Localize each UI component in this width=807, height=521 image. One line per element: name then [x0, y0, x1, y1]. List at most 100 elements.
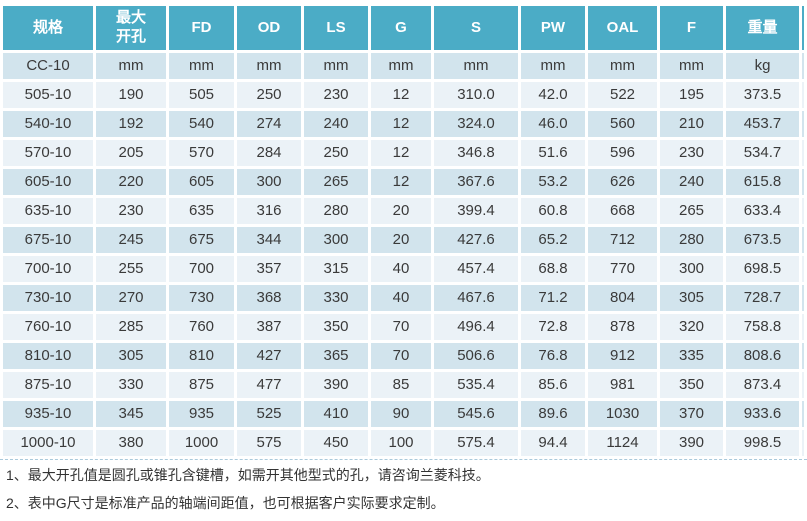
table-cell: 12 — [371, 169, 431, 195]
table-cell: 712 — [588, 227, 657, 253]
table-row: 760-10 285 760 387 350 70 496.4 72.8 878 320 758.8 — [3, 314, 804, 340]
table-cell: 270 — [96, 285, 166, 311]
table-cell: 380 — [96, 430, 166, 456]
table-cell: 390 — [304, 372, 368, 398]
table-cell: 230 — [96, 198, 166, 224]
table-cell: 635 — [169, 198, 234, 224]
table-cell: 570-10 — [3, 140, 93, 166]
table-cell: 450 — [304, 430, 368, 456]
table-cell: 467.6 — [434, 285, 518, 311]
table-cell: 265 — [660, 198, 723, 224]
table-cell: 534.7 — [726, 140, 799, 166]
table-cell: 315 — [304, 256, 368, 282]
table-cell: mm — [521, 53, 585, 79]
table-cell: 668 — [588, 198, 657, 224]
table-cell: 51.6 — [521, 140, 585, 166]
table-cell: 300 — [304, 227, 368, 253]
table-cell: 346.8 — [434, 140, 518, 166]
table-cell: 368 — [237, 285, 301, 311]
table-right-edge-sliver — [802, 372, 804, 398]
table-cell: 100 — [371, 430, 431, 456]
table-cell: 230 — [304, 82, 368, 108]
table-body: CC-10 mm mm mm mm mm mm mm mm mm kg 505-10 190 505 250… — [3, 53, 804, 456]
column-header-7: PW — [521, 6, 585, 50]
table-right-edge-sliver — [802, 140, 804, 166]
table-cell: 635-10 — [3, 198, 93, 224]
table-cell: 981 — [588, 372, 657, 398]
table-cell: 935-10 — [3, 401, 93, 427]
table-cell: 673.5 — [726, 227, 799, 253]
table-cell: 698.5 — [726, 256, 799, 282]
table-cell: 68.8 — [521, 256, 585, 282]
table-cell: 453.7 — [726, 111, 799, 137]
table-cell: 933.6 — [726, 401, 799, 427]
table-cell: 265 — [304, 169, 368, 195]
table-cell: 94.4 — [521, 430, 585, 456]
table-cell: 46.0 — [521, 111, 585, 137]
table-cell: 575.4 — [434, 430, 518, 456]
table-cell: 535.4 — [434, 372, 518, 398]
table-cell: 190 — [96, 82, 166, 108]
table-cell: 280 — [304, 198, 368, 224]
table-cell: mm — [660, 53, 723, 79]
table-cell: 284 — [237, 140, 301, 166]
table-cell: 205 — [96, 140, 166, 166]
table-cell: 873.4 — [726, 372, 799, 398]
table-cell: 210 — [660, 111, 723, 137]
table-cell: 53.2 — [521, 169, 585, 195]
table-cell: 505-10 — [3, 82, 93, 108]
table-cell: 427.6 — [434, 227, 518, 253]
footnote-1: 1、最大开孔值是圆孔或锥孔含键槽，如需开其他型式的孔，请咨询兰菱科技。 — [6, 467, 490, 483]
table-right-edge-sliver — [802, 111, 804, 137]
table-cell: 615.8 — [726, 169, 799, 195]
table-cell: 285 — [96, 314, 166, 340]
table-cell: 1030 — [588, 401, 657, 427]
table-cell: 42.0 — [521, 82, 585, 108]
table-cell: 700 — [169, 256, 234, 282]
column-header-2: FD — [169, 6, 234, 50]
table-cell: 250 — [237, 82, 301, 108]
table-cell: 70 — [371, 343, 431, 369]
table-cell: 335 — [660, 343, 723, 369]
table-cell: 72.8 — [521, 314, 585, 340]
table-cell: 700-10 — [3, 256, 93, 282]
table-cell: 675-10 — [3, 227, 93, 253]
table-cell: 810 — [169, 343, 234, 369]
table-cell: 70 — [371, 314, 431, 340]
table-row: 730-10 270 730 368 330 40 467.6 71.2 804 305 728.7 — [3, 285, 804, 311]
column-header-1: 最大 开孔 — [96, 6, 166, 50]
table-cell: 195 — [660, 82, 723, 108]
table-cell: mm — [304, 53, 368, 79]
table-cell: 370 — [660, 401, 723, 427]
table-row: 935-10 345 935 525 410 90 545.6 89.6 1030 370 933.… — [3, 401, 804, 427]
table-cell: mm — [588, 53, 657, 79]
table-cell: 770 — [588, 256, 657, 282]
table-right-edge-sliver — [802, 53, 804, 79]
table-cell: 575 — [237, 430, 301, 456]
table-cell: 758.8 — [726, 314, 799, 340]
table-cell: 240 — [304, 111, 368, 137]
table-right-edge-sliver — [802, 401, 804, 427]
column-header-9: F — [660, 6, 723, 50]
table-cell: 245 — [96, 227, 166, 253]
table-cell: 344 — [237, 227, 301, 253]
table-cell: 330 — [96, 372, 166, 398]
table-right-edge-sliver — [802, 430, 804, 456]
table-cell: 85 — [371, 372, 431, 398]
table-cell: 410 — [304, 401, 368, 427]
table-cell: 912 — [588, 343, 657, 369]
table-cell: 596 — [588, 140, 657, 166]
column-header-4: LS — [304, 6, 368, 50]
table-cell: 878 — [588, 314, 657, 340]
table-row: 1000-10 380 1000 575 450 100 575.4 94.4 1124 390 9… — [3, 430, 804, 456]
table-cell: 192 — [96, 111, 166, 137]
table-row: 700-10 255 700 357 315 40 457.4 68.8 770 300 698.5 — [3, 256, 804, 282]
table-cell: 730-10 — [3, 285, 93, 311]
table-cell: 810-10 — [3, 343, 93, 369]
table-right-edge-sliver — [802, 169, 804, 195]
table-row: 635-10 230 635 316 280 20 399.4 60.8 668 265 633.4 — [3, 198, 804, 224]
table-cell: 89.6 — [521, 401, 585, 427]
spec-table: 规格 最大 开孔 FD OD LS G S PW OAL F 重量 CC-10 mm mm mm mm mm m… — [0, 3, 807, 460]
table-cell: 71.2 — [521, 285, 585, 311]
